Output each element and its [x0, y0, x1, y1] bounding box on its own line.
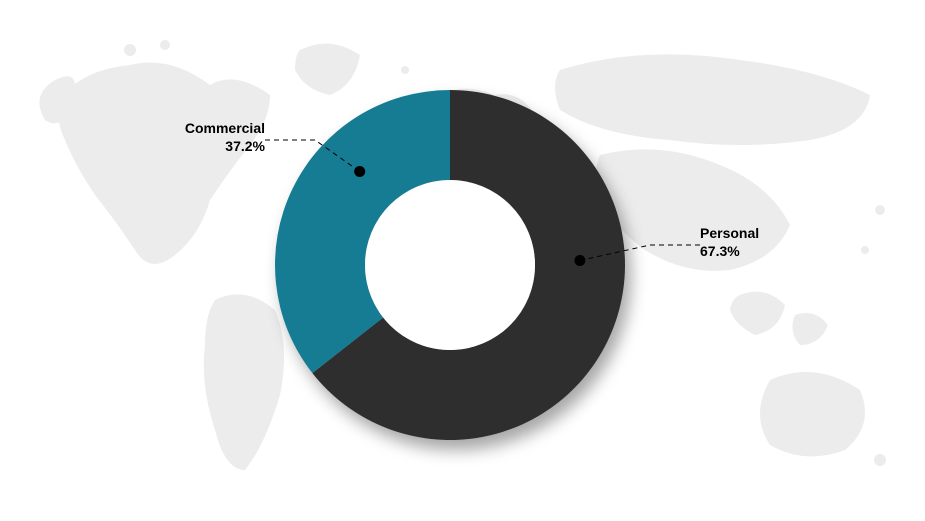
callout-commercial: Commercial 37.2%: [150, 120, 265, 155]
chart-stage: Personal 67.3% Commercial 37.2%: [0, 0, 925, 521]
callout-commercial-value: 37.2%: [150, 138, 265, 156]
callout-commercial-label: Commercial: [150, 120, 265, 138]
callout-personal-label: Personal: [700, 225, 759, 243]
callout-personal: Personal 67.3%: [700, 225, 759, 260]
donut-hole: [365, 180, 535, 350]
leader-dot-commercial: [354, 166, 365, 177]
donut-chart: [0, 0, 925, 521]
leader-dot-personal: [574, 255, 585, 266]
callout-personal-value: 67.3%: [700, 243, 759, 261]
